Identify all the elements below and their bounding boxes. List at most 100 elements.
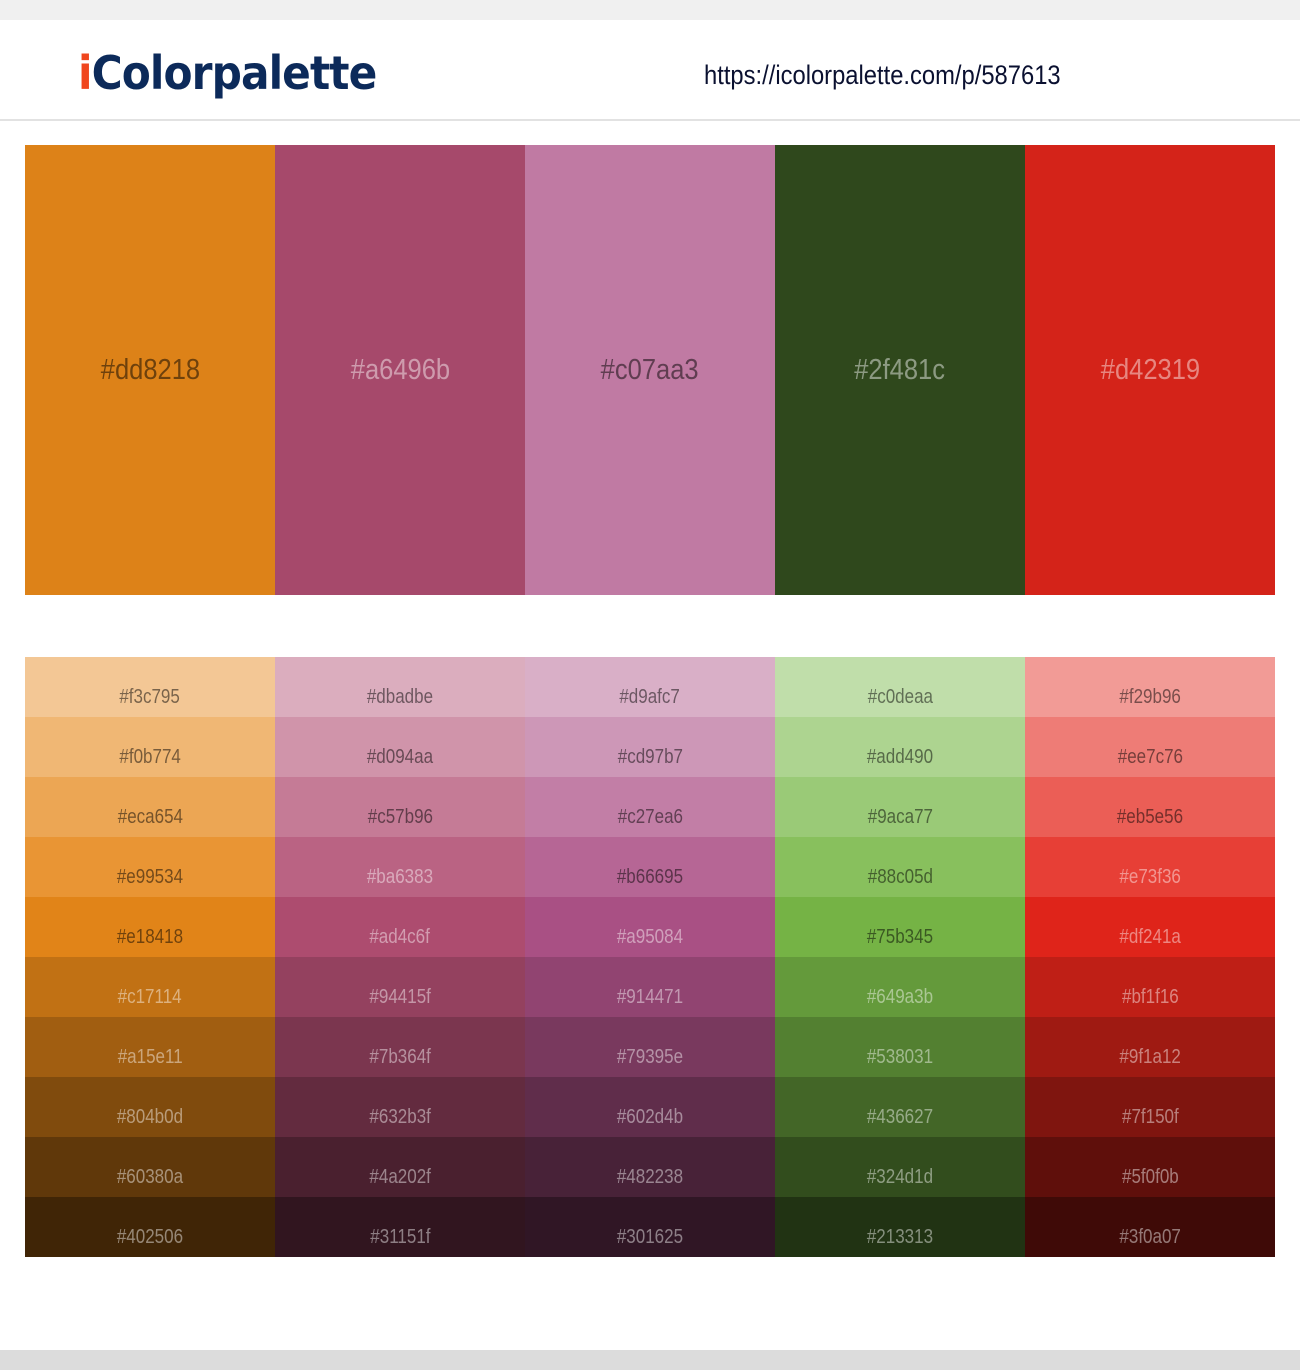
shade-label: #5f0f0b <box>1121 1166 1179 1188</box>
shade-swatch[interactable]: #9f1a12 <box>1025 1017 1275 1077</box>
shade-label: #482238 <box>616 1166 684 1188</box>
main-swatch[interactable]: #a6496b <box>275 145 525 595</box>
shade-swatch[interactable]: #eb5e56 <box>1025 777 1275 837</box>
shade-swatch[interactable]: #df241a <box>1025 897 1275 957</box>
shade-swatch[interactable]: #79395e <box>525 1017 775 1077</box>
shade-label: #94415f <box>369 986 431 1008</box>
shade-swatch[interactable]: #7b364f <box>275 1017 525 1077</box>
shade-column: #c0deaa #add490 #9aca77 #88c05d #75b345 #649a… <box>775 657 1025 1257</box>
shade-swatch[interactable]: #213313 <box>775 1197 1025 1257</box>
shade-swatch[interactable]: #9aca77 <box>775 777 1025 837</box>
shade-swatch[interactable]: #31151f <box>275 1197 525 1257</box>
shade-swatch[interactable]: #914471 <box>525 957 775 1017</box>
shade-swatch[interactable]: #a95084 <box>525 897 775 957</box>
shade-swatch[interactable]: #e99534 <box>25 837 275 897</box>
shade-label: #e99534 <box>116 866 184 888</box>
shade-label: #3f0a07 <box>1119 1226 1181 1248</box>
shade-label: #a15e11 <box>117 1046 183 1068</box>
shade-label: #e18418 <box>116 926 184 948</box>
shade-swatch[interactable]: #804b0d <box>25 1077 275 1137</box>
shade-column: #d9afc7 #cd97b7 #c27ea6 #b66695 #a95084 #9144… <box>525 657 775 1257</box>
shade-label: #9aca77 <box>867 806 933 828</box>
shade-swatch[interactable]: #cd97b7 <box>525 717 775 777</box>
shade-swatch[interactable]: #add490 <box>775 717 1025 777</box>
shade-label: #dbadbe <box>366 686 434 708</box>
shade-label: #301625 <box>616 1226 684 1248</box>
shade-swatch[interactable]: #ad4c6f <box>275 897 525 957</box>
shade-swatch[interactable]: #eca654 <box>25 777 275 837</box>
shade-swatch[interactable]: #c57b96 <box>275 777 525 837</box>
shade-label: #538031 <box>866 1046 934 1068</box>
shade-swatch[interactable]: #602d4b <box>525 1077 775 1137</box>
shade-swatch[interactable]: #632b3f <box>275 1077 525 1137</box>
shade-swatch[interactable]: #ba6383 <box>275 837 525 897</box>
swatch-label: #2f481c <box>854 353 946 386</box>
logo-text: Colorpalette <box>91 46 378 100</box>
shade-swatch[interactable]: #88c05d <box>775 837 1025 897</box>
shade-swatch[interactable]: #ee7c76 <box>1025 717 1275 777</box>
shade-swatch[interactable]: #7f150f <box>1025 1077 1275 1137</box>
shade-swatch[interactable]: #c27ea6 <box>525 777 775 837</box>
shade-label: #9f1a12 <box>1119 1046 1181 1068</box>
shade-swatch[interactable]: #482238 <box>525 1137 775 1197</box>
shade-swatch[interactable]: #5f0f0b <box>1025 1137 1275 1197</box>
shade-swatch[interactable]: #649a3b <box>775 957 1025 1017</box>
shade-label: #324d1d <box>866 1166 934 1188</box>
swatch-label: #dd8218 <box>100 353 200 386</box>
shade-column: #f3c795 #f0b774 #eca654 #e99534 #e18418 #c171… <box>25 657 275 1257</box>
shade-label: #f29b96 <box>1119 686 1181 708</box>
main-swatch[interactable]: #dd8218 <box>25 145 275 595</box>
bottom-bar <box>0 1350 1300 1370</box>
shade-swatch[interactable]: #4a202f <box>275 1137 525 1197</box>
shade-label: #c57b96 <box>367 806 433 828</box>
shade-swatch[interactable]: #d9afc7 <box>525 657 775 717</box>
shade-swatch[interactable]: #a15e11 <box>25 1017 275 1077</box>
shade-label: #c17114 <box>118 986 182 1008</box>
main-swatch[interactable]: #c07aa3 <box>525 145 775 595</box>
shade-swatch[interactable]: #402506 <box>25 1197 275 1257</box>
shade-swatch[interactable]: #324d1d <box>775 1137 1025 1197</box>
shade-swatch[interactable]: #e18418 <box>25 897 275 957</box>
shade-label: #602d4b <box>616 1106 684 1128</box>
main-swatch[interactable]: #d42319 <box>1025 145 1275 595</box>
shade-label: #914471 <box>616 986 684 1008</box>
shade-swatch[interactable]: #538031 <box>775 1017 1025 1077</box>
shade-swatch[interactable]: #bf1f16 <box>1025 957 1275 1017</box>
shade-swatch[interactable]: #60380a <box>25 1137 275 1197</box>
logo[interactable]: iColorpalette <box>78 46 378 100</box>
shade-swatch[interactable]: #301625 <box>525 1197 775 1257</box>
shade-label: #cd97b7 <box>617 746 683 768</box>
shade-swatch[interactable]: #b66695 <box>525 837 775 897</box>
shade-label: #60380a <box>116 1166 184 1188</box>
shade-label: #649a3b <box>866 986 934 1008</box>
shade-label: #eca654 <box>117 806 183 828</box>
shade-label: #d9afc7 <box>619 686 681 708</box>
shade-swatch[interactable]: #94415f <box>275 957 525 1017</box>
shade-swatch[interactable]: #f0b774 <box>25 717 275 777</box>
shade-label: #eb5e56 <box>1116 806 1184 828</box>
shade-swatch[interactable]: #d094aa <box>275 717 525 777</box>
shade-label: #f3c795 <box>119 686 181 708</box>
shade-swatch[interactable]: #e73f36 <box>1025 837 1275 897</box>
shade-label: #df241a <box>1119 926 1181 948</box>
main-swatch[interactable]: #2f481c <box>775 145 1025 595</box>
shade-swatch[interactable]: #436627 <box>775 1077 1025 1137</box>
swatch-label: #c07aa3 <box>601 353 699 386</box>
shade-label: #e73f36 <box>1119 866 1181 888</box>
shade-label: #632b3f <box>369 1106 431 1128</box>
shade-label: #ee7c76 <box>1117 746 1183 768</box>
shade-swatch[interactable]: #c0deaa <box>775 657 1025 717</box>
shade-label: #b66695 <box>616 866 684 888</box>
shade-swatch[interactable]: #3f0a07 <box>1025 1197 1275 1257</box>
shade-swatch[interactable]: #f3c795 <box>25 657 275 717</box>
shade-swatch[interactable]: #c17114 <box>25 957 275 1017</box>
shade-label: #402506 <box>116 1226 184 1248</box>
top-bar <box>0 0 1300 20</box>
shade-swatch[interactable]: #75b345 <box>775 897 1025 957</box>
shade-label: #ba6383 <box>366 866 434 888</box>
shade-swatch[interactable]: #f29b96 <box>1025 657 1275 717</box>
palette-url[interactable]: https://icolorpalette.com/p/587613 <box>704 60 1061 90</box>
shade-swatch[interactable]: #dbadbe <box>275 657 525 717</box>
shade-label: #c0deaa <box>867 686 933 708</box>
shade-label: #88c05d <box>867 866 933 888</box>
